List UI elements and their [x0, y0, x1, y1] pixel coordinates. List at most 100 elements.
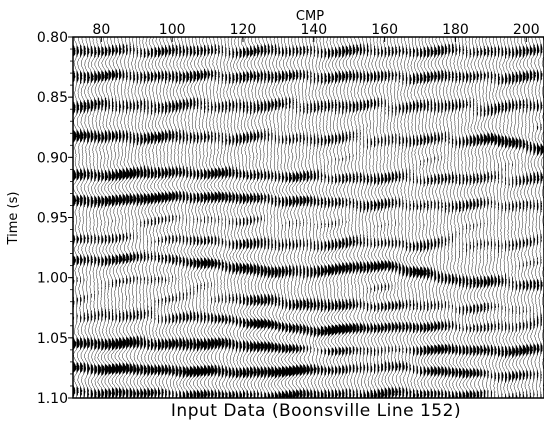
wiggle-fill [515, 45, 520, 398]
figure-caption: Input Data (Boonsville Line 152) [171, 401, 461, 421]
wiggle-trace [452, 37, 459, 398]
wiggle-trace [129, 37, 137, 398]
y-tick-labels: 0.80 0.85 0.90 0.95 1.00 1.05 1.10 [37, 30, 68, 407]
wiggle-trace [103, 37, 113, 398]
wiggle-fill [122, 43, 127, 398]
wiggle-trace [445, 37, 452, 398]
wiggle-fill [104, 44, 109, 398]
wiggle-fill [221, 44, 225, 398]
wiggle-fill [253, 45, 258, 398]
wiggle-fill [412, 45, 417, 398]
wiggle-trace [377, 37, 385, 398]
wiggle-trace [168, 37, 176, 398]
wiggle-trace [495, 37, 502, 398]
wiggle-trace [381, 37, 389, 398]
wiggle-trace [80, 37, 87, 398]
wiggle-trace [288, 37, 298, 398]
wiggle-trace [406, 37, 413, 398]
wiggle-trace [264, 37, 272, 398]
wiggle-trace [388, 37, 395, 398]
wiggle-trace [76, 37, 84, 398]
wiggle-fill [83, 45, 87, 398]
wiggle-trace [196, 37, 205, 398]
wiggle-fill [349, 43, 353, 398]
y-tick-label: 0.85 [37, 90, 68, 106]
wiggle-fill [165, 44, 169, 398]
wiggle-fill [274, 43, 279, 398]
wiggle-trace [242, 37, 251, 398]
wiggle-trace [391, 37, 399, 398]
wiggle-trace [505, 37, 513, 398]
y-tick-label: 0.90 [37, 150, 68, 166]
wiggle-trace [87, 37, 94, 398]
wiggle-fill [264, 42, 268, 398]
wiggle-fill [292, 44, 298, 398]
wiggle-trace [384, 37, 392, 398]
wiggle-trace [477, 37, 484, 398]
wiggle-fill [115, 44, 120, 398]
y-tick-label: 1.05 [37, 331, 68, 347]
wiggle-fill [388, 45, 392, 398]
wiggle-trace [232, 37, 240, 398]
wiggle-fill [101, 44, 106, 398]
wiggle-fill [285, 45, 290, 398]
wiggle-fill [423, 46, 427, 398]
x-tick-labels: 80 100 120 140 160 180 200 [92, 22, 539, 38]
wiggle-trace [125, 37, 134, 398]
wiggle-trace [73, 37, 81, 398]
wiggle-trace [210, 37, 219, 398]
wiggle-trace [419, 37, 428, 398]
wiggle-fill [193, 44, 198, 398]
wiggle-fill [437, 44, 442, 398]
wiggle-trace [345, 37, 354, 398]
wiggle-fill [473, 37, 477, 398]
x-tick-label: 100 [159, 22, 186, 38]
wiggle-trace [260, 37, 269, 398]
wiggle-trace [508, 37, 516, 398]
wiggle-trace [491, 37, 498, 398]
wiggle-fill [409, 45, 413, 398]
wiggle-fill [87, 43, 91, 398]
wiggle-fill [430, 45, 434, 398]
wiggle-trace [353, 37, 360, 398]
wiggle-fill [172, 43, 176, 398]
wiggle-trace [341, 37, 350, 398]
wiggle-trace [470, 37, 477, 398]
wiggle-trace [484, 37, 491, 398]
wiggle-fill [150, 46, 155, 398]
wiggle-fill [501, 45, 505, 398]
tick-marks [68, 36, 527, 399]
wiggle-fill [94, 45, 98, 398]
wiggle-fill [540, 43, 544, 398]
wiggle-fill [296, 45, 301, 398]
wiggle-fill [490, 45, 495, 398]
wiggle-fill [97, 44, 102, 398]
wiggle-trace [433, 37, 442, 398]
wiggle-fill [381, 44, 385, 398]
wiggle-fill [225, 43, 229, 398]
wiggle-trace [533, 37, 541, 398]
wiggle-fill [313, 44, 317, 398]
wiggle-trace [217, 37, 226, 398]
wiggle-trace [338, 37, 347, 398]
wiggle-trace [299, 37, 308, 398]
wiggle-trace [349, 37, 357, 398]
wiggle-trace [307, 37, 314, 398]
wiggle-trace [146, 37, 155, 398]
wiggle-fill [420, 46, 424, 398]
wiggle-trace [270, 37, 279, 398]
wiggle-fill [529, 44, 533, 398]
wiggle-fill [366, 41, 371, 398]
wiggle-trace [176, 37, 183, 398]
wiggle-fill [246, 46, 250, 398]
wiggle-trace [403, 37, 409, 398]
wiggle-trace [426, 37, 435, 398]
wiggle-trace [498, 37, 505, 398]
wiggle-fill [466, 37, 470, 398]
wiggle-trace [455, 37, 463, 398]
wiggle-trace [487, 37, 495, 398]
wiggle-trace [356, 37, 364, 398]
wiggle-trace [150, 37, 159, 398]
wiggle-trace [186, 37, 195, 398]
wiggle-trace [512, 37, 520, 398]
